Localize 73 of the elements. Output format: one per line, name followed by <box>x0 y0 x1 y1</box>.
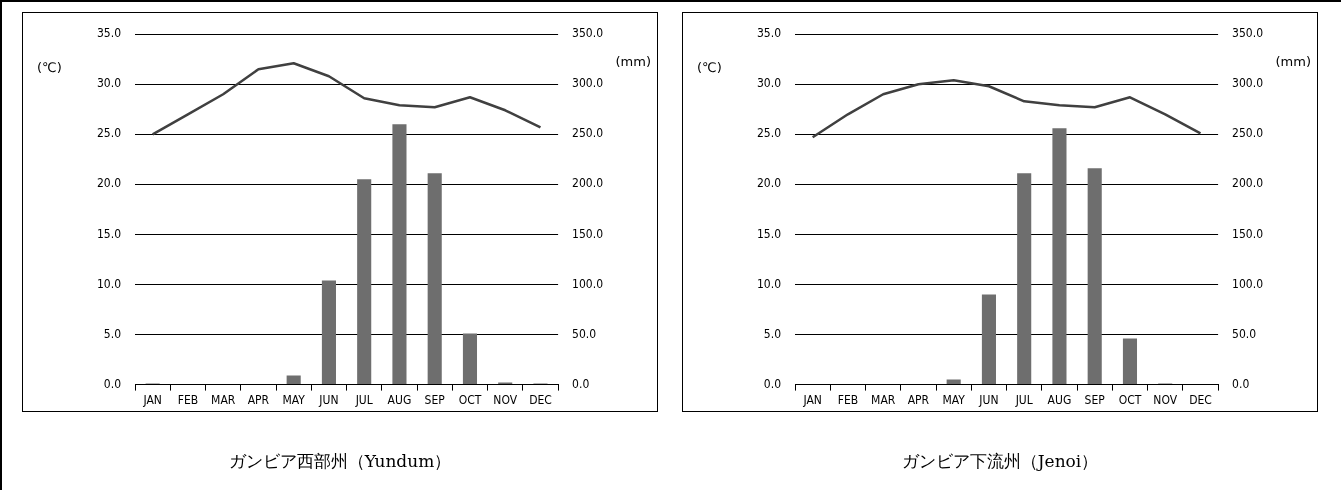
y-tick-label: 5.0 <box>103 326 122 341</box>
bar <box>427 173 442 385</box>
x-tick-label: JUL <box>1014 392 1033 407</box>
y2-tick-label: 200.0 <box>1232 176 1264 191</box>
y-axis-title: (℃) <box>37 59 62 75</box>
x-tick-label: NOV <box>493 392 518 407</box>
bar <box>1052 128 1067 385</box>
x-tick-label: OCT <box>458 392 482 407</box>
x-tick-label: DEC <box>529 392 552 407</box>
y-tick-label: 35.0 <box>97 26 122 41</box>
y-tick-label: 35.0 <box>757 26 782 41</box>
y2-tick-label: 100.0 <box>1232 276 1264 291</box>
x-tick-label: NOV <box>1153 392 1178 407</box>
y2-tick-label: 0.0 <box>1232 376 1250 391</box>
y-tick-label: 25.0 <box>757 126 782 141</box>
y2-tick-label: 200.0 <box>572 176 604 191</box>
y2-axis-title: (mm) <box>615 53 651 69</box>
x-tick-label: AUG <box>387 392 412 407</box>
bar <box>1087 168 1102 385</box>
x-tick-label: MAY <box>282 392 306 407</box>
x-tick-label: JUN <box>318 392 339 407</box>
y-tick-label: 10.0 <box>757 276 782 291</box>
x-tick-label: AUG <box>1047 392 1072 407</box>
y2-tick-label: 50.0 <box>1232 326 1257 341</box>
y2-tick-label: 50.0 <box>572 326 597 341</box>
bar <box>1017 173 1032 385</box>
y2-tick-label: 300.0 <box>1232 76 1264 91</box>
x-tick-label: APR <box>247 392 270 407</box>
bar <box>357 179 372 385</box>
x-tick-label: JAN <box>802 392 822 407</box>
y2-tick-label: 150.0 <box>1232 226 1264 241</box>
y2-tick-label: 150.0 <box>572 226 604 241</box>
x-tick-label: DEC <box>1189 392 1212 407</box>
bar <box>462 333 478 385</box>
y2-axis-title: (mm) <box>1275 53 1311 69</box>
y-tick-label: 30.0 <box>97 76 122 91</box>
y-tick-label: 15.0 <box>757 226 782 241</box>
y-tick-label: 25.0 <box>97 126 122 141</box>
y-tick-label: 15.0 <box>97 226 122 241</box>
x-tick-label: JUN <box>978 392 999 407</box>
y-tick-label: 30.0 <box>757 76 782 91</box>
y2-tick-label: 100.0 <box>572 276 604 291</box>
x-tick-label: APR <box>907 392 930 407</box>
x-tick-label: FEB <box>837 392 859 407</box>
bar <box>392 124 407 385</box>
bar <box>321 280 336 385</box>
bar <box>286 375 301 385</box>
x-tick-label: OCT <box>1118 392 1142 407</box>
y2-tick-label: 0.0 <box>572 376 590 391</box>
y-tick-label: 0.0 <box>103 376 122 391</box>
x-tick-label: MAY <box>942 392 966 407</box>
x-tick-label: MAR <box>211 392 236 407</box>
y2-tick-label: 250.0 <box>1232 126 1264 141</box>
y-tick-label: 20.0 <box>757 176 782 191</box>
x-tick-label: JAN <box>142 392 162 407</box>
bar <box>1122 338 1138 385</box>
y-axis-title: (℃) <box>697 59 722 75</box>
x-tick-label: SEP <box>424 392 446 407</box>
x-tick-label: JUL <box>354 392 373 407</box>
y2-tick-label: 350.0 <box>1232 26 1264 41</box>
y-tick-label: 0.0 <box>763 376 782 391</box>
y-tick-label: 10.0 <box>97 276 122 291</box>
text: ガンビア西部州（Yundum） <box>227 450 453 473</box>
y2-tick-label: 350.0 <box>572 26 604 41</box>
x-tick-label: SEP <box>1084 392 1106 407</box>
text: ガンビア下流州（Jenoi） <box>900 450 1100 473</box>
y-tick-label: 5.0 <box>763 326 782 341</box>
bar <box>981 294 996 385</box>
x-tick-label: MAR <box>871 392 896 407</box>
y2-tick-label: 300.0 <box>572 76 604 91</box>
x-tick-label: FEB <box>177 392 199 407</box>
y2-tick-label: 250.0 <box>572 126 604 141</box>
y-tick-label: 20.0 <box>97 176 122 191</box>
